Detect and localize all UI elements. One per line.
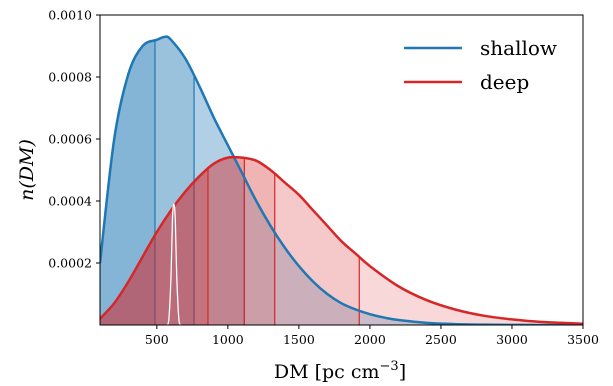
- x-tick-label: 1000: [212, 332, 244, 347]
- y-axis-label: n(DM): [16, 139, 38, 201]
- x-tick-label: 1500: [283, 332, 315, 347]
- x-tick-label: 2000: [354, 332, 386, 347]
- shallow-fill-band: [100, 40, 155, 325]
- y-tick-label: 0.0008: [48, 70, 92, 85]
- deep-fill-band: [244, 158, 275, 325]
- x-tick-label: 500: [145, 332, 169, 347]
- x-axis-label: DM [pc cm−3]: [274, 359, 406, 383]
- deep-fill-band: [359, 256, 583, 325]
- y-tick-label: 0.0004: [48, 194, 92, 209]
- deep-curve: [100, 155, 583, 325]
- x-tick-label: 3000: [496, 332, 528, 347]
- narrow-peak-curve: [166, 203, 182, 325]
- x-tick-label: 3500: [567, 332, 599, 347]
- axes: 500 1000 1500 2000 2500 3000 3500 0.0002 0.0004 0…: [48, 8, 599, 348]
- y-tick-label: 0.0002: [48, 256, 92, 271]
- shallow-curve: [100, 35, 583, 325]
- legend-label-shallow: shallow: [480, 36, 557, 60]
- deep-fill-band: [207, 157, 245, 325]
- axes-frame: [99, 14, 584, 326]
- y-tick-label: 0.0010: [48, 8, 92, 23]
- shallow-fill-band: [244, 177, 583, 325]
- legend-label-deep: deep: [480, 70, 529, 94]
- legend: shallow deep: [404, 36, 557, 94]
- x-tick-label: 2500: [425, 332, 457, 347]
- y-tick-label: 0.0006: [48, 132, 92, 147]
- plot-area: [100, 35, 583, 325]
- deep-fill-band: [274, 173, 360, 325]
